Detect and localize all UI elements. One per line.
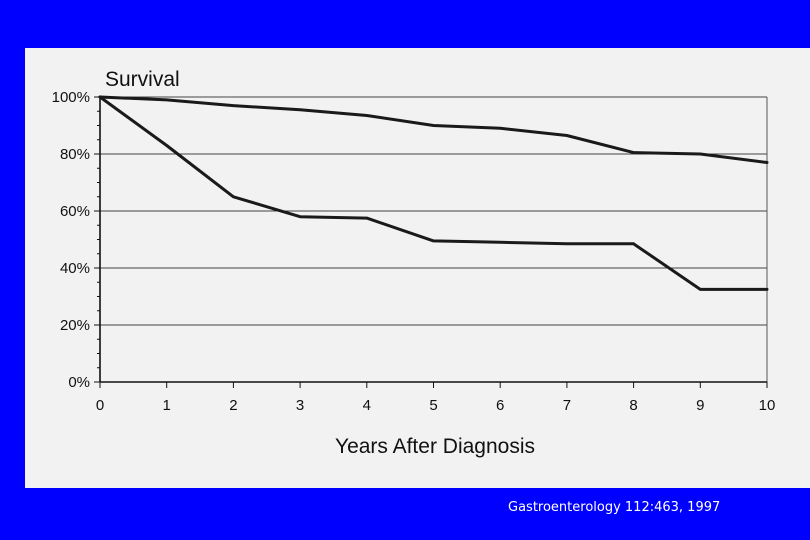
chart-title: Survival — [105, 68, 180, 91]
x-tick-label-7: 7 — [563, 397, 571, 414]
x-tick-label-8: 8 — [629, 397, 637, 414]
x-tick-label-6: 6 — [496, 397, 504, 414]
x-tick-label-5: 5 — [429, 397, 437, 414]
x-tick-label-4: 4 — [363, 397, 371, 414]
series-layer — [98, 95, 769, 291]
x-tick-label-2: 2 — [229, 397, 237, 414]
chart-card: 0% 20% 40% 60% 80% 100% 0 1 2 3 4 5 6 7 8 9 10 Survival … — [25, 48, 810, 488]
y-tick-label-1: 20% — [60, 317, 90, 334]
y-tick-label-5: 100% — [52, 89, 90, 106]
y-tick-label-2: 40% — [60, 260, 90, 277]
x-tick-label-10: 10 — [759, 397, 776, 414]
axis-layer — [94, 96, 768, 388]
y-tick-label-4: 80% — [60, 146, 90, 163]
x-axis-label: Years After Diagnosis — [335, 435, 535, 458]
citation: Gastroenterology 112:463, 1997 — [508, 500, 721, 515]
x-tick-label-0: 0 — [96, 397, 104, 414]
x-tick-label-1: 1 — [163, 397, 171, 414]
series-line-2 — [98, 95, 769, 291]
survival-chart: 0%20%40%60%80%100%0 1 2 3 4 5 6 7 8 9 10 Survival … — [52, 68, 776, 458]
x-tick-label-3: 3 — [296, 397, 304, 414]
label-layer: 0% 20% 40% 60% 80% 100% 0 1 2 3 4 5 6 7 8 9 10 — [52, 89, 776, 414]
grid-layer — [100, 96, 767, 326]
y-tick-label-0: 0% — [68, 374, 90, 391]
x-tick-label-9: 9 — [696, 397, 704, 414]
series-line-1 — [98, 95, 769, 164]
y-tick-label-3: 60% — [60, 203, 90, 220]
